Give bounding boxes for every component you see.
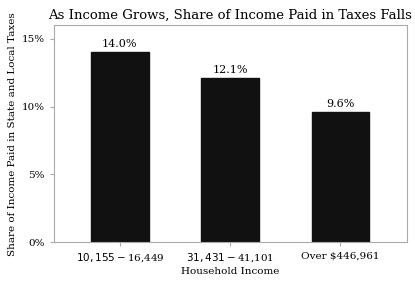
Bar <box>201 78 259 242</box>
Bar <box>312 112 369 242</box>
Text: 9.6%: 9.6% <box>326 99 355 109</box>
Y-axis label: Share of Income Paid in State and Local Taxes: Share of Income Paid in State and Local … <box>8 12 17 256</box>
Text: 12.1%: 12.1% <box>212 65 248 75</box>
Text: 14.0%: 14.0% <box>102 39 138 49</box>
X-axis label: Household Income: Household Income <box>181 267 279 276</box>
Title: As Income Grows, Share of Income Paid in Taxes Falls: As Income Grows, Share of Income Paid in… <box>48 8 412 21</box>
Bar <box>91 52 149 242</box>
